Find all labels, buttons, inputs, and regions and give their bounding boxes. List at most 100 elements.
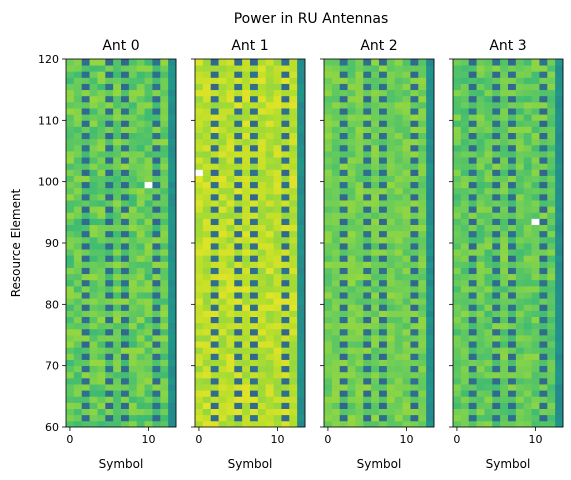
- heatmap-cell: [297, 132, 306, 140]
- heatmap-cell: [484, 243, 493, 250]
- heatmap-cell: [500, 371, 509, 379]
- heatmap-cell: [492, 83, 501, 91]
- heatmap-cell: [363, 249, 372, 256]
- heatmap-cell: [492, 59, 501, 66]
- heatmap-cell: [195, 335, 204, 342]
- heatmap-cell: [160, 230, 169, 238]
- heatmap-cell: [281, 108, 290, 115]
- heatmap-cell: [265, 365, 274, 373]
- heatmap-cell: [202, 83, 212, 91]
- heatmap-cell: [523, 377, 532, 385]
- heatmap-cell: [152, 347, 161, 354]
- heatmap-cell: [281, 157, 290, 164]
- heatmap-cell: [531, 279, 540, 287]
- heatmap-cell: [297, 108, 306, 115]
- heatmap-cell: [73, 285, 83, 293]
- heatmap-cell: [66, 335, 75, 342]
- heatmap-cell: [257, 101, 267, 109]
- heatmap-cell: [289, 402, 298, 409]
- heatmap-cell: [371, 420, 380, 428]
- heatmap-cell: [226, 236, 235, 244]
- heatmap-cell: [242, 249, 251, 256]
- heatmap-cell: [265, 175, 274, 183]
- heatmap-cell: [539, 169, 548, 176]
- heatmap-cell: [81, 402, 90, 409]
- heatmap-cell: [410, 151, 419, 158]
- heatmap-cell: [195, 347, 204, 354]
- heatmap-cell: [218, 193, 227, 201]
- heatmap-cell: [81, 328, 90, 336]
- heatmap-cell: [347, 298, 356, 305]
- heatmap-cell: [113, 249, 122, 256]
- heatmap-cell: [195, 292, 204, 299]
- heatmap-cell: [152, 243, 161, 250]
- heatmap-cell: [297, 420, 306, 428]
- heatmap-cell: [379, 101, 388, 109]
- heatmap-cell: [531, 310, 540, 317]
- heatmap-cell: [281, 181, 290, 189]
- heatmap-cell: [484, 120, 493, 127]
- heatmap-cell: [81, 384, 90, 391]
- heatmap-cell: [324, 65, 333, 72]
- heatmap-cell: [226, 316, 235, 324]
- heatmap-cell: [66, 206, 75, 213]
- heatmap-cell: [265, 83, 274, 91]
- heatmap-cell: [144, 371, 153, 379]
- heatmap-cell: [555, 193, 564, 201]
- heatmap-cell: [242, 71, 251, 78]
- heatmap-cell: [160, 365, 169, 373]
- heatmap-cell: [355, 65, 364, 72]
- heatmap-cell: [242, 402, 251, 409]
- heatmap-cell: [226, 353, 235, 360]
- heatmap-cell: [218, 126, 227, 133]
- heatmap-cell: [136, 163, 145, 170]
- heatmap-cell: [468, 402, 477, 409]
- heatmap-cell: [297, 59, 306, 66]
- heatmap-cell: [289, 224, 298, 232]
- heatmap-cell: [484, 304, 493, 311]
- heatmap-cell: [257, 138, 267, 146]
- heatmap-cell: [355, 212, 364, 219]
- heatmap-cell: [210, 114, 219, 121]
- heatmap-cell: [160, 187, 169, 195]
- heatmap-cell: [144, 341, 153, 348]
- heatmap-cell: [81, 353, 90, 360]
- heatmap-cell: [168, 255, 177, 262]
- heatmap-cell: [273, 236, 282, 244]
- heatmap-cell: [453, 420, 462, 428]
- heatmap-cell: [402, 310, 411, 317]
- heatmap-cell: [89, 175, 98, 183]
- heatmap-cell: [144, 65, 153, 72]
- heatmap-cell: [121, 144, 130, 152]
- heatmap-cell: [210, 359, 219, 367]
- heatmap-cell: [508, 169, 517, 176]
- heatmap-cell: [410, 236, 419, 244]
- heatmap-cell: [242, 353, 251, 360]
- heatmap-cell: [492, 322, 501, 330]
- heatmap-cell: [418, 261, 427, 268]
- heatmap-cell: [386, 108, 396, 115]
- heatmap-cell: [66, 108, 75, 115]
- heatmap-cell: [144, 390, 153, 397]
- heatmap-cell: [218, 341, 227, 348]
- heatmap-cell: [324, 126, 333, 133]
- heatmap-cell: [281, 144, 290, 152]
- heatmap-cell: [476, 371, 485, 379]
- heatmap-cell: [81, 359, 90, 367]
- heatmap-cell: [371, 396, 380, 403]
- heatmap-cell: [410, 414, 419, 422]
- heatmap-cell: [453, 261, 462, 268]
- heatmap-cell: [152, 126, 161, 133]
- heatmap-cell: [555, 206, 564, 213]
- heatmap-cell: [500, 163, 509, 170]
- heatmap-cell: [210, 408, 219, 416]
- heatmap-cell: [273, 132, 282, 140]
- heatmap-cell: [202, 279, 212, 287]
- heatmap-cell: [394, 77, 403, 84]
- heatmap-cell: [89, 187, 98, 195]
- heatmap-cell: [297, 322, 306, 330]
- heatmap-cell: [195, 273, 204, 281]
- heatmap-cell: [297, 120, 306, 127]
- heatmap-cell: [73, 359, 83, 367]
- heatmap-cell: [394, 114, 403, 121]
